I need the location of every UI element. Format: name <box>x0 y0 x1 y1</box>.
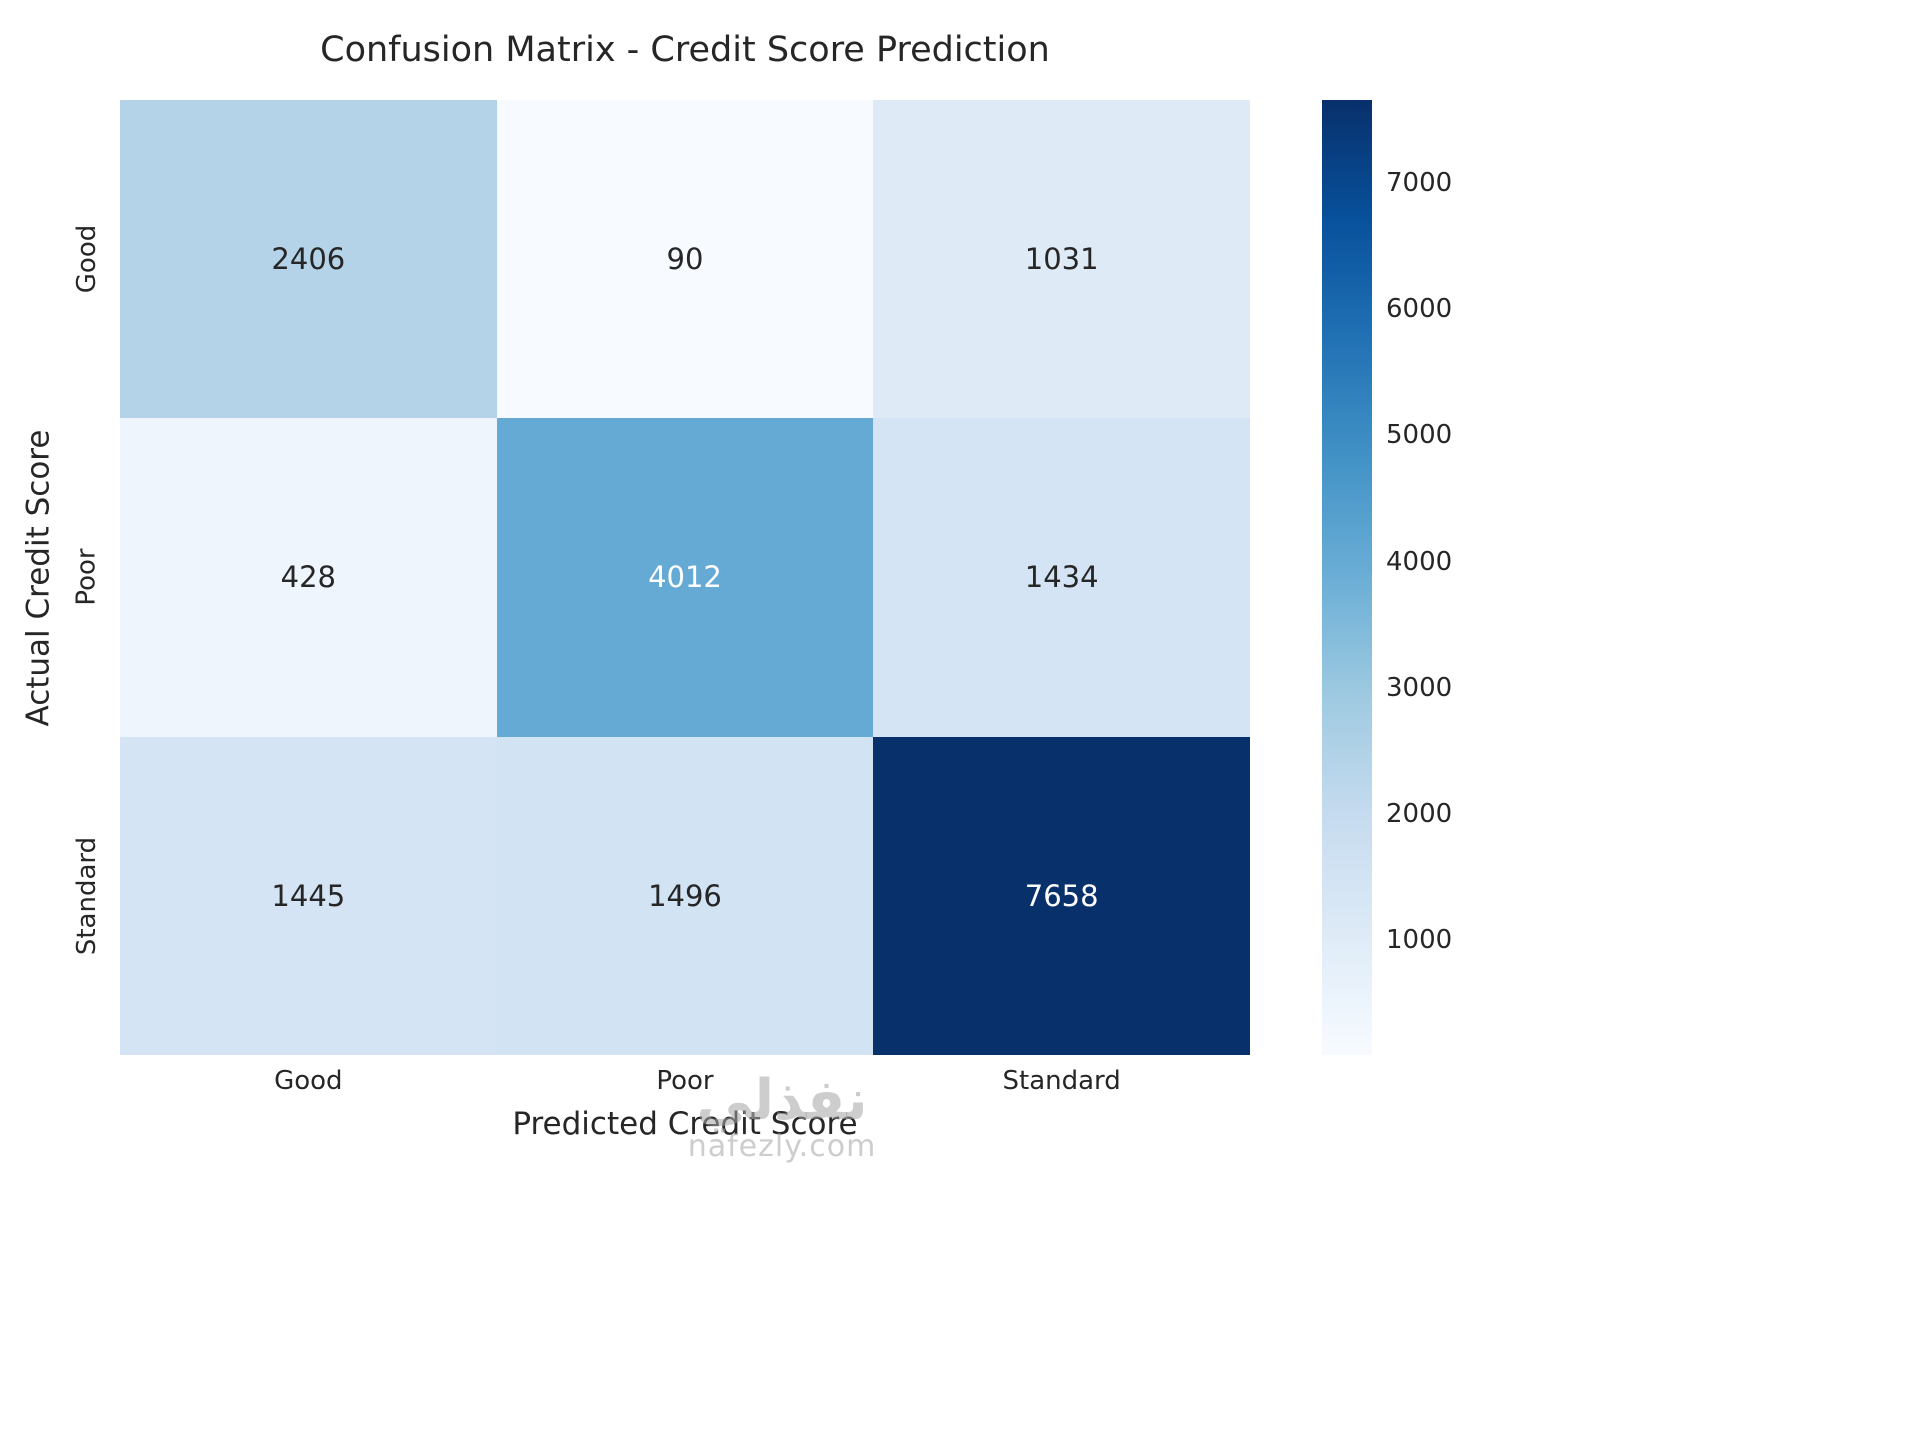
x-tick-labels: Good Poor Standard <box>120 1066 1250 1102</box>
heatmap-cell-poor-poor: 4012 <box>496 418 874 737</box>
colorbar-tick-3000: 3000 <box>1386 672 1453 703</box>
y-axis-label: Actual Credit Score <box>20 429 57 726</box>
colorbar-tick-7000: 7000 <box>1386 168 1453 199</box>
colorbar: 1000 2000 3000 4000 5000 6000 7000 <box>1322 100 1452 1055</box>
heatmap-cell-standard-good: 1445 <box>120 736 497 1055</box>
x-axis-label: Predicted Credit Score <box>512 1106 858 1142</box>
y-tick-good: Good <box>72 224 102 294</box>
heatmap-cell-good-good: 2406 <box>120 100 497 419</box>
y-tick-standard: Standard <box>72 836 103 955</box>
heatmap-cell-poor-good: 428 <box>120 418 497 737</box>
heatmap-cell-standard-poor: 1496 <box>496 736 874 1055</box>
x-tick-standard: Standard <box>1002 1066 1121 1096</box>
colorbar-tick-5000: 5000 <box>1386 420 1453 451</box>
heatmap-cell-standard-standard: 7658 <box>873 736 1250 1055</box>
heatmap-grid: 2406 90 1031 428 4012 1434 1445 1496 7658 <box>120 100 1250 1055</box>
y-tick-labels: Good Poor Standard <box>62 100 112 1055</box>
colorbar-tick-4000: 4000 <box>1386 546 1453 577</box>
x-tick-poor: Poor <box>656 1066 714 1096</box>
colorbar-tick-2000: 2000 <box>1386 798 1453 829</box>
heatmap-cell-good-standard: 1031 <box>873 100 1250 419</box>
colorbar-tick-1000: 1000 <box>1386 925 1453 956</box>
heatmap-cell-good-poor: 90 <box>496 100 874 419</box>
chart-title: Confusion Matrix - Credit Score Predicti… <box>320 30 1050 70</box>
heatmap-cell-poor-standard: 1434 <box>873 418 1250 737</box>
x-tick-good: Good <box>274 1066 343 1096</box>
y-tick-poor: Poor <box>72 548 103 607</box>
colorbar-tick-6000: 6000 <box>1386 294 1453 325</box>
